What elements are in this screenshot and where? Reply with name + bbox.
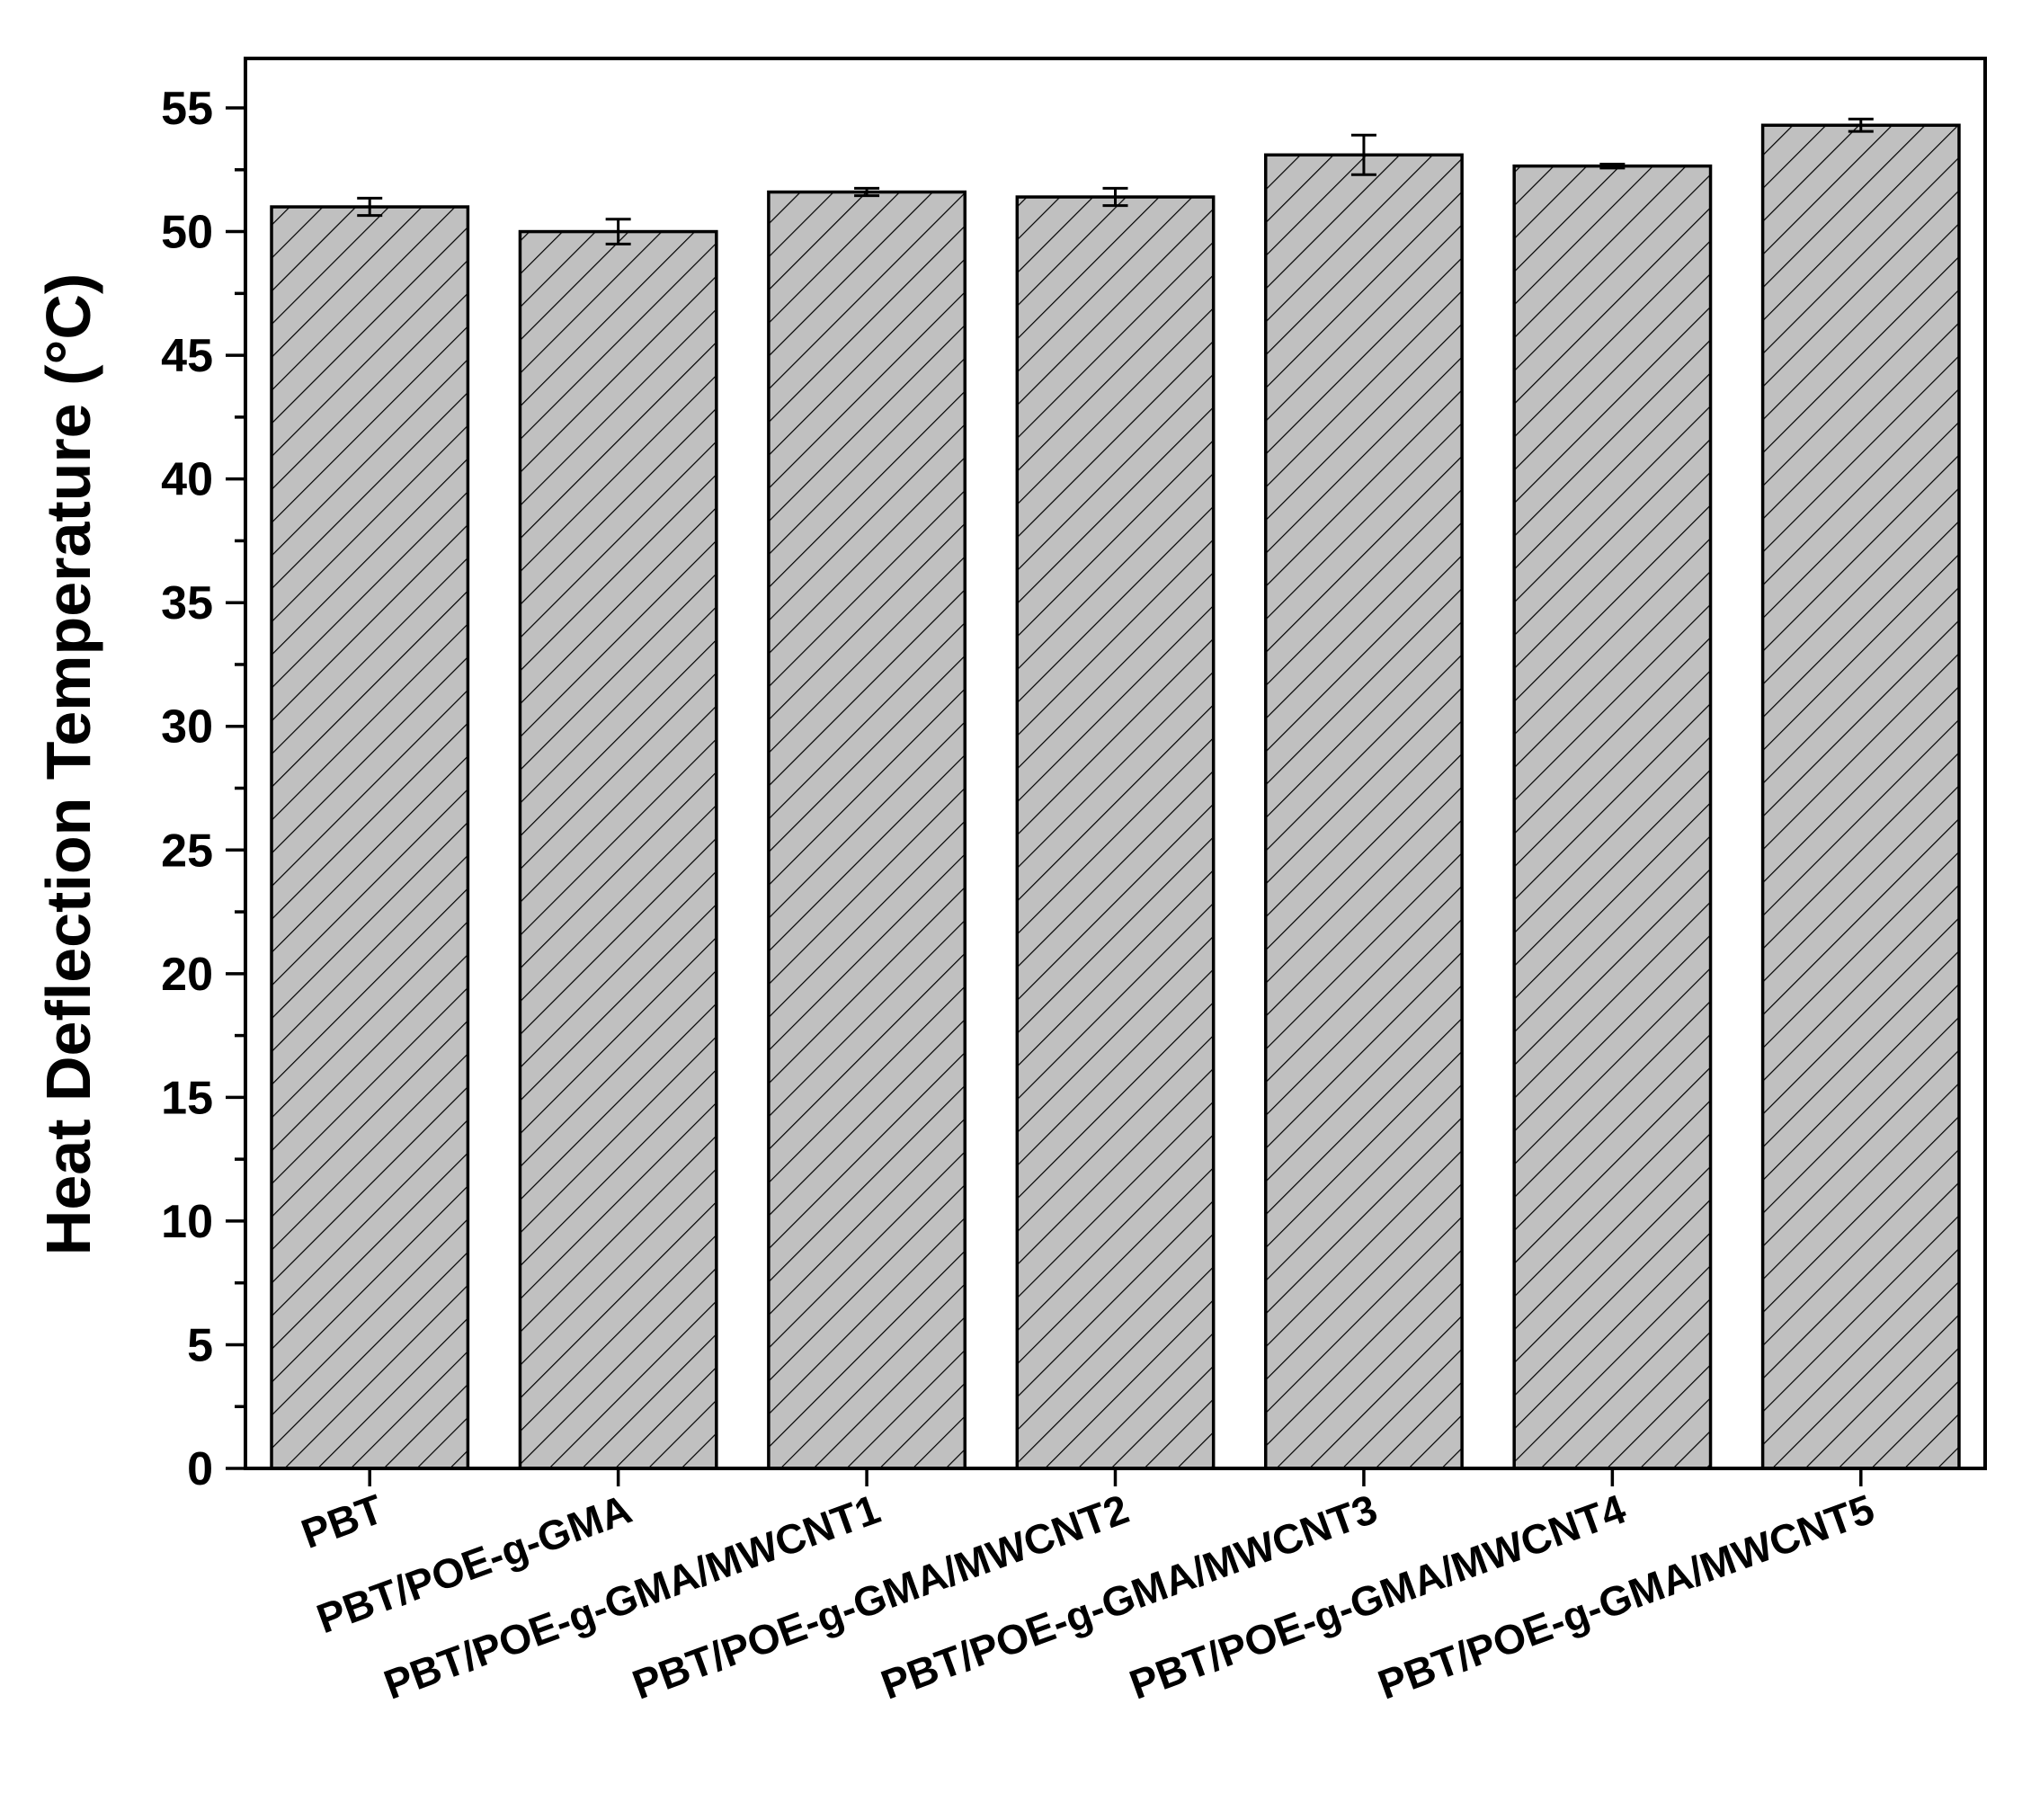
bar — [1760, 123, 1961, 1470]
error-bars — [357, 117, 1874, 245]
y-tick-label: 30 — [161, 701, 213, 754]
y-tick-label: 0 — [187, 1443, 213, 1495]
y-tick-label: 35 — [161, 577, 213, 629]
y-tick-label: 20 — [161, 949, 213, 1001]
y-tick-label: 40 — [161, 454, 213, 506]
bar — [1512, 164, 1713, 1470]
x-axis: PBTPBT/POE-g-GMAPBT/POE-g-GMA/MWCNT1PBT/… — [295, 1468, 1880, 1708]
y-tick-label: 45 — [161, 330, 213, 382]
bar — [1015, 195, 1216, 1470]
bar — [767, 190, 967, 1470]
y-tick-label: 25 — [161, 825, 213, 877]
y-tick-label: 50 — [161, 207, 213, 259]
bar — [1263, 153, 1464, 1470]
y-axis-title: Heat Deflection Temperature (°C) — [33, 273, 103, 1255]
y-tick-label: 10 — [161, 1196, 213, 1248]
bars — [270, 123, 1961, 1470]
x-tick-label: PBT — [295, 1485, 388, 1557]
bar — [518, 229, 718, 1470]
bar — [270, 205, 470, 1470]
y-tick-label: 5 — [187, 1319, 213, 1371]
y-axis: 0 5 10 15 20 25 30 35 40 45 50 55 — [161, 83, 245, 1495]
y-tick-label: 15 — [161, 1072, 213, 1124]
y-tick-label: 55 — [161, 83, 213, 135]
